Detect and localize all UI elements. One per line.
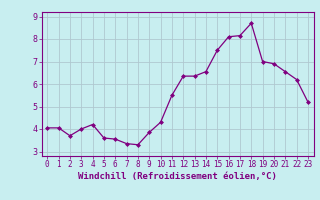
X-axis label: Windchill (Refroidissement éolien,°C): Windchill (Refroidissement éolien,°C) — [78, 172, 277, 181]
